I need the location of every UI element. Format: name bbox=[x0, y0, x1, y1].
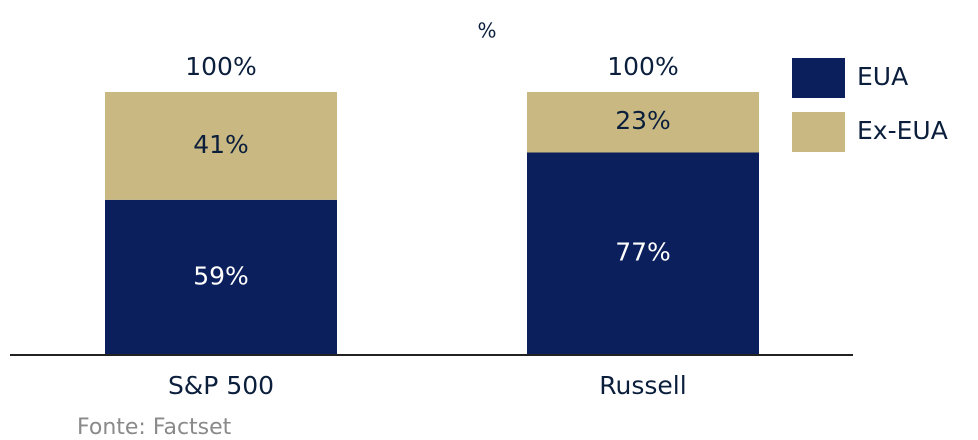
bar-segment bbox=[105, 199, 337, 355]
legend-swatch bbox=[792, 112, 845, 152]
x-tick-label: S&P 500 bbox=[168, 371, 274, 400]
legend-swatch bbox=[792, 58, 845, 98]
bar-segment bbox=[527, 92, 759, 153]
data-label: 41% bbox=[193, 130, 249, 159]
legend-label: Ex-EUA bbox=[857, 116, 948, 145]
legend-label: EUA bbox=[857, 62, 908, 91]
total-label: 100% bbox=[185, 52, 256, 81]
total-label: 100% bbox=[607, 52, 678, 81]
source: Fonte: Factset bbox=[77, 415, 232, 440]
x-tick-label: Russell bbox=[599, 371, 686, 400]
data-label: 23% bbox=[615, 106, 671, 135]
subtitle: % bbox=[477, 19, 496, 43]
data-label: 59% bbox=[193, 261, 249, 290]
bar-segment bbox=[105, 92, 337, 200]
data-label: 77% bbox=[615, 238, 671, 267]
bar-segment bbox=[527, 152, 759, 355]
